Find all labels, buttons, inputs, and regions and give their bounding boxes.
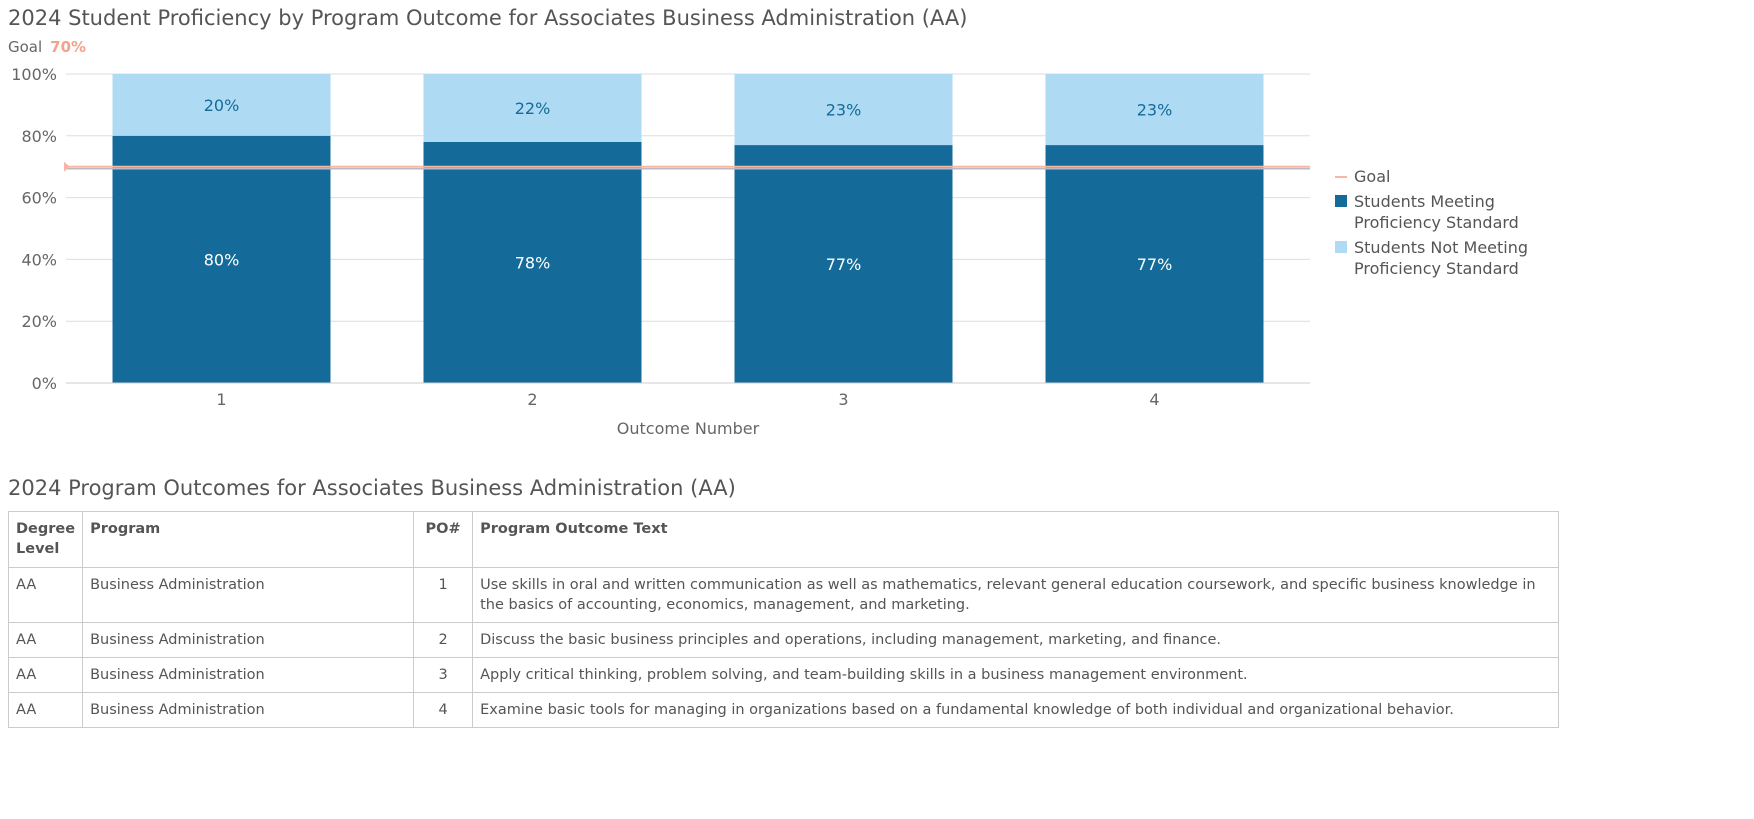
table-row: AA Business Administration 4 Examine basic …	[7, 692, 1559, 728]
x-tick-label: 2	[527, 390, 537, 409]
y-tick-label: 60%	[21, 189, 57, 208]
cell-program: Business Administration	[82, 657, 415, 693]
table-row: AA Business Administration 3 Apply critical…	[7, 657, 1559, 693]
y-tick-label: 0%	[32, 374, 57, 393]
cell-outcome-text: Discuss the basic business principles an…	[472, 622, 1559, 658]
meeting-swatch	[1335, 195, 1347, 207]
y-tick-label: 20%	[21, 312, 57, 331]
bar-segment-not-meeting	[423, 74, 642, 142]
bar-segment-meeting	[423, 141, 642, 383]
data-label: 77%	[1137, 255, 1173, 274]
cell-outcome-text: Examine basic tools for managing in orga…	[472, 692, 1559, 728]
bar-segment-not-meeting	[112, 74, 331, 136]
data-label: 22%	[515, 99, 551, 118]
table-row: AA Business Administration 2 Discuss the ba…	[7, 622, 1559, 658]
y-tick-label: 80%	[21, 127, 57, 146]
goal-marker-icon	[64, 161, 70, 172]
bar-segment-meeting	[112, 135, 331, 383]
bar-segment-meeting	[1045, 145, 1264, 383]
legend-item-not-meeting[interactable]: Students Not Meeting Proficiency Standar…	[1335, 237, 1544, 279]
header-po: PO#	[413, 511, 474, 568]
cell-outcome-text: Apply critical thinking, problem solving…	[472, 657, 1559, 693]
goal-label: Goal	[8, 38, 43, 56]
data-label: 23%	[1137, 101, 1173, 120]
cell-po: 4	[413, 692, 474, 728]
chart-title: 2024 Student Proficiency by Program Outc…	[8, 6, 968, 30]
goal-indicator: Goal 70%	[8, 38, 86, 56]
not-meeting-swatch	[1335, 241, 1347, 253]
legend-label: Goal	[1354, 167, 1391, 186]
cell-program: Business Administration	[82, 692, 415, 728]
data-label: 80%	[204, 250, 240, 269]
x-tick-label: 1	[216, 390, 226, 409]
data-label: 20%	[204, 96, 240, 115]
legend: Goal Students Meeting Proficiency Standa…	[1335, 166, 1544, 283]
cell-po: 3	[413, 657, 474, 693]
table-header-row: Degree Level Program PO# Program Outcome…	[7, 511, 1559, 568]
goal-line-swatch	[1335, 176, 1347, 178]
table-title: 2024 Program Outcomes for Associates Bus…	[8, 476, 736, 500]
cell-degree-level: AA	[7, 657, 84, 693]
cell-degree-level: AA	[7, 692, 84, 728]
data-label: 23%	[826, 101, 862, 120]
legend-label: Students Not Meeting Proficiency Standar…	[1354, 238, 1529, 278]
bar-segment-meeting	[734, 145, 953, 383]
data-label: 77%	[826, 255, 862, 274]
x-axis-title: Outcome Number	[617, 419, 760, 438]
cell-po: 1	[413, 567, 474, 623]
cell-degree-level: AA	[7, 622, 84, 658]
legend-item-goal[interactable]: Goal	[1335, 166, 1544, 187]
bar-segment-not-meeting	[734, 74, 953, 146]
cell-degree-level: AA	[7, 567, 84, 623]
table-row: AA Business Administration 1 Use skills in …	[7, 567, 1559, 623]
header-program: Program	[82, 511, 415, 568]
goal-value: 70%	[50, 38, 87, 56]
data-label: 78%	[515, 253, 551, 272]
x-tick-label: 4	[1149, 390, 1159, 409]
stacked-bar-chart: 0% 20% 40% 60% 80% 100% 80% 20% 1 78% 22% 2 77% 23% 3 7…	[11, 65, 1310, 438]
cell-outcome-text: Use skills in oral and written communica…	[472, 567, 1559, 623]
x-tick-label: 3	[838, 390, 848, 409]
header-degree-level: Degree Level	[7, 511, 84, 568]
cell-program: Business Administration	[82, 567, 415, 623]
y-tick-label: 40%	[21, 250, 57, 269]
cell-po: 2	[413, 622, 474, 658]
header-outcome-text: Program Outcome Text	[472, 511, 1559, 568]
bar-segment-not-meeting	[1045, 74, 1264, 146]
cell-program: Business Administration	[82, 622, 415, 658]
y-tick-label: 100%	[11, 65, 57, 84]
program-outcomes-table: Degree Level Program PO# Program Outcome…	[7, 511, 1559, 728]
legend-item-meeting[interactable]: Students Meeting Proficiency Standard	[1335, 191, 1544, 233]
legend-label: Students Meeting Proficiency Standard	[1354, 192, 1519, 232]
